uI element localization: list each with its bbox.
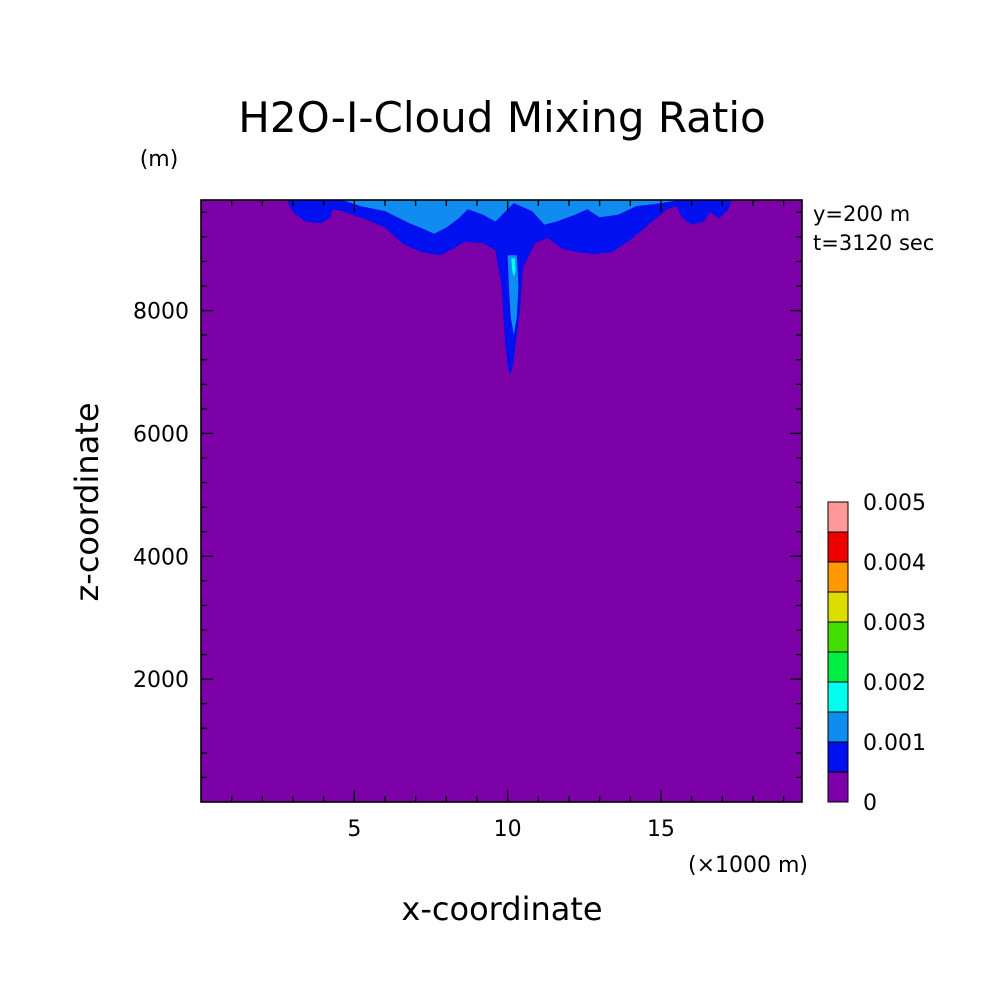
contour-region-1 <box>342 200 680 234</box>
y-tick-label: 6000 <box>133 422 189 447</box>
colorbar-tick-label: 0.003 <box>863 611 926 636</box>
colorbar-tick-label: 0 <box>863 791 877 816</box>
y-tick-label: 8000 <box>133 300 189 325</box>
y-unit-label: (m) <box>140 147 179 172</box>
x-tick-label: 10 <box>494 817 522 842</box>
colorbar-tick-label: 0.005 <box>863 491 926 516</box>
x-axis-label: x-coordinate <box>401 890 602 928</box>
x-tick-label: 15 <box>647 817 675 842</box>
chart-title: H2O-I-Cloud Mixing Ratio <box>238 93 765 142</box>
contour-region-2 <box>507 255 519 336</box>
background-field <box>201 200 802 802</box>
x-tick-label: 5 <box>347 817 361 842</box>
annotation-y-position: y=200 m <box>813 202 910 226</box>
annotation-time: t=3120 sec <box>813 231 934 255</box>
y-tick-label: 4000 <box>133 545 189 570</box>
x-unit-label: (×1000 m) <box>688 853 808 878</box>
y-tick-label: 2000 <box>133 668 189 693</box>
colorbar-swatch <box>827 651 849 683</box>
colorbar-swatch <box>827 531 849 563</box>
colorbar-swatch <box>827 621 849 653</box>
colorbar-swatch <box>827 771 849 803</box>
colorbar-swatch <box>827 501 849 533</box>
colorbar-swatch <box>827 591 849 623</box>
plot-frame <box>200 199 803 803</box>
contour-region-3 <box>511 258 516 277</box>
colorbar-tick-label: 0.004 <box>863 551 926 576</box>
colorbar-tick-label: 0.002 <box>863 671 926 696</box>
y-axis-label: z-coordinate <box>68 402 106 601</box>
colorbar-swatch <box>827 711 849 743</box>
plot-area <box>201 200 802 802</box>
axes: 5 10 15 2000 4000 6000 8000 <box>133 199 803 842</box>
colorbar-legend: 0 0.001 0.002 0.003 0.004 0.005 <box>827 491 926 816</box>
colorbar-tick-label: 0.001 <box>863 731 926 756</box>
colorbar-swatch <box>827 561 849 593</box>
colorbar-swatch <box>827 741 849 773</box>
colorbar-swatch <box>827 681 849 713</box>
